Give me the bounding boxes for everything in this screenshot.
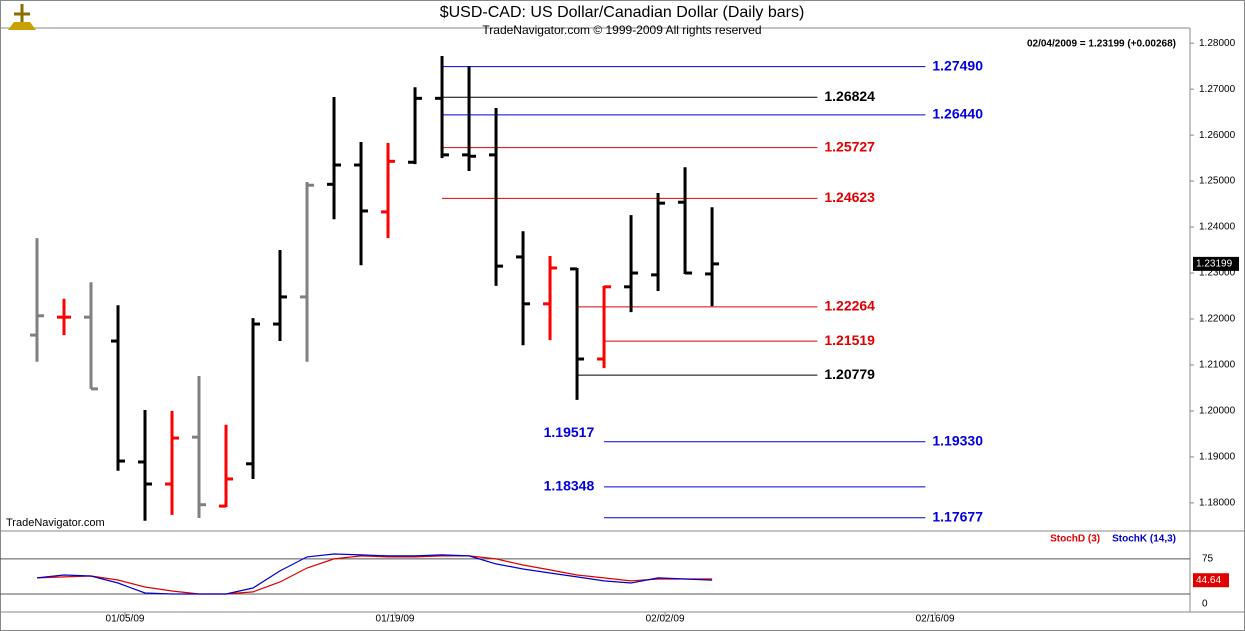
chart-title: $USD-CAD: US Dollar/Canadian Dollar (Dai…: [440, 4, 805, 21]
y-tick-label: 0: [1202, 599, 1208, 610]
y-tick-label: 1.25000: [1199, 176, 1236, 187]
stoch-marker: [1193, 573, 1229, 588]
y-tick-label: 1.21000: [1199, 360, 1236, 371]
price-marker: [1193, 256, 1239, 271]
x-tick-label: 02/16/09: [916, 614, 955, 625]
y-tick-label: 1.20000: [1199, 406, 1236, 417]
level-label: 1.21519: [824, 332, 875, 348]
level-label: 1.18348: [544, 478, 595, 494]
x-tick-label: 02/02/09: [646, 614, 685, 625]
watermark: TradeNavigator.com: [6, 517, 105, 529]
level-label: 1.19517: [544, 424, 595, 440]
y-tick-label: 1.18000: [1199, 498, 1236, 509]
legend-label: StochD (3): [1050, 534, 1100, 545]
price-info: 02/04/2009 = 1.23199 (+0.00268): [1027, 39, 1176, 50]
price-label: 1.23199: [1196, 259, 1233, 270]
level-label: 1.24623: [824, 189, 875, 205]
y-tick-label: 1.23000: [1199, 268, 1236, 279]
x-tick-label: 01/05/09: [106, 614, 145, 625]
y-tick-label: 1.26000: [1199, 130, 1236, 141]
level-label: 1.27490: [932, 57, 983, 73]
stoch-label: 44.64: [1196, 575, 1221, 586]
stoch-line: [36, 553, 713, 595]
chart-subtitle: TradeNavigator.com © 1999-2009 All right…: [482, 23, 761, 37]
y-tick-label: 1.19000: [1199, 452, 1236, 463]
axis-panel: [1190, 28, 1244, 630]
logo: [8, 4, 36, 30]
stoch-line: [36, 555, 713, 595]
y-tick-label: 75: [1202, 554, 1214, 565]
level-label: 1.20779: [824, 366, 875, 382]
level-label: 1.25727: [824, 138, 875, 154]
level-label: 1.26824: [824, 88, 875, 104]
level-label: 1.26440: [932, 106, 983, 122]
y-tick-label: 1.27000: [1199, 84, 1236, 95]
y-tick-label: 1.28000: [1199, 38, 1236, 49]
x-tick-label: 01/19/09: [376, 614, 415, 625]
y-tick-label: 1.24000: [1199, 222, 1236, 233]
level-label: 1.22264: [824, 298, 875, 314]
level-label: 1.17677: [932, 508, 983, 524]
level-label: 1.19330: [932, 432, 983, 448]
y-tick-label: 1.22000: [1199, 314, 1236, 325]
legend-label: StochK (14,3): [1112, 534, 1176, 545]
